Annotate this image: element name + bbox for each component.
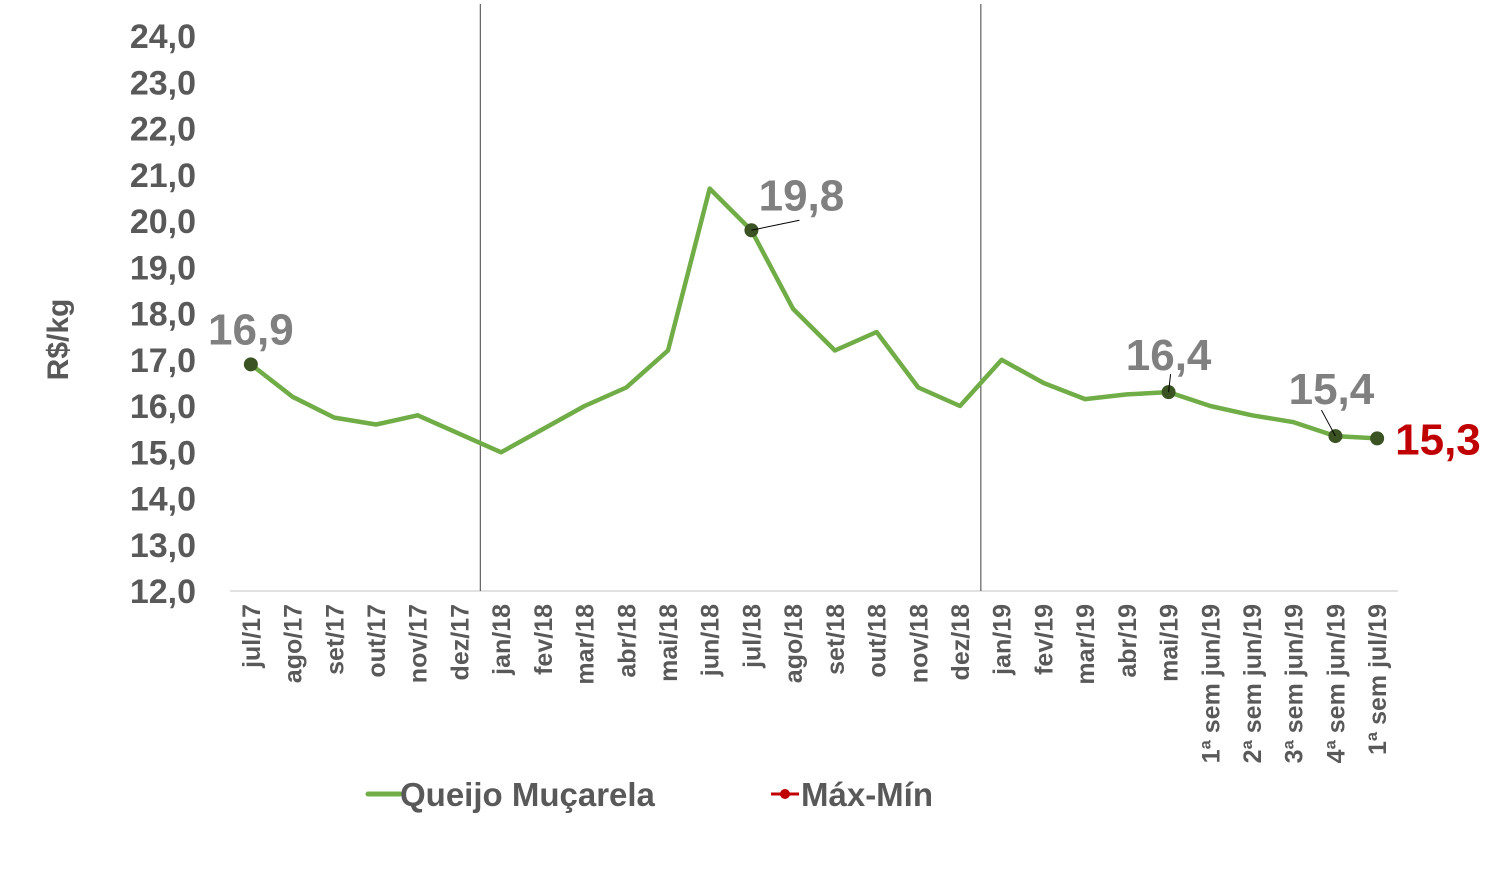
- x-tick-label: set/18: [822, 604, 850, 675]
- y-tick-label: 15,0: [130, 434, 196, 472]
- y-axis: 12,0 13,0 14,0 15,0 16,0 17,0 18,0 19,0 20,0 21,0…: [42, 18, 196, 611]
- x-tick-label: abr/18: [613, 604, 641, 678]
- x-tick-label: mar/19: [1072, 604, 1100, 685]
- x-tick-label: 4ª sem jun/19: [1322, 604, 1350, 763]
- y-tick-label: 17,0: [130, 342, 196, 380]
- data-label: 15,3: [1395, 415, 1481, 464]
- data-label-leader-line: [1168, 374, 1172, 393]
- x-tick-label: ago/17: [280, 604, 308, 683]
- y-tick-label: 18,0: [130, 296, 196, 334]
- series-line-queijo-mucarela: [248, 186, 1380, 455]
- x-tick-label: dez/17: [446, 604, 474, 680]
- y-axis-title: R$/kg: [42, 299, 75, 381]
- data-labels: 16,9 19,8 16,4 15,4 15,3: [208, 171, 1481, 464]
- highlight-point-marker: [1370, 431, 1385, 446]
- x-tick-label: mai/18: [655, 604, 683, 682]
- x-tick-label: 3ª sem jun/19: [1281, 604, 1309, 763]
- y-tick-label: 20,0: [130, 203, 196, 241]
- data-label-leader-line: [1320, 409, 1336, 437]
- x-tick-label: fev/18: [530, 604, 558, 675]
- x-tick-label: jul/18: [738, 604, 766, 669]
- data-label: 19,8: [759, 171, 845, 220]
- x-tick-label: nov/18: [905, 604, 933, 683]
- x-tick-label: jan/18: [488, 604, 516, 676]
- legend-label-queijo-mucarela: Queijo Muçarela: [400, 776, 656, 813]
- series-layer: [243, 186, 1385, 455]
- y-tick-label: 16,0: [130, 388, 196, 426]
- x-tick-label: mai/19: [1156, 604, 1184, 682]
- x-tick-label: set/17: [321, 604, 349, 675]
- x-tick-label: 2ª sem jun/19: [1239, 604, 1267, 763]
- x-tick-label: jun/18: [697, 604, 725, 677]
- y-tick-label: 21,0: [130, 157, 196, 195]
- x-tick-label: mar/18: [572, 604, 600, 685]
- legend: Queijo Muçarela Máx-Mín: [365, 776, 933, 813]
- y-tick-label: 12,0: [130, 573, 196, 611]
- x-tick-label: dez/18: [947, 604, 975, 681]
- x-tick-label: fev/19: [1030, 604, 1058, 675]
- y-tick-label: 23,0: [130, 64, 196, 102]
- x-tick-label: jul/17: [238, 604, 266, 669]
- x-tick-label: abr/19: [1114, 604, 1142, 678]
- data-label: 16,9: [208, 305, 294, 354]
- x-tick-label: jan/19: [989, 604, 1017, 676]
- x-tick-label: 1ª sem jun/19: [1197, 604, 1225, 763]
- x-tick-label: ago/18: [780, 604, 808, 683]
- legend-label-max-min: Máx-Mín: [801, 776, 933, 813]
- y-tick-label: 13,0: [130, 527, 196, 565]
- x-tick-label: 1ª sem jul/19: [1364, 604, 1392, 755]
- data-label-leader-line: [751, 219, 800, 231]
- legend-marker-max-min: [780, 789, 790, 799]
- y-tick-label: 19,0: [130, 249, 196, 287]
- y-tick-label: 24,0: [130, 18, 196, 56]
- x-axis: jul/17 ago/17 set/17 out/17 nov/17 dez/17 jan/…: [230, 4, 1398, 763]
- data-label: 15,4: [1289, 365, 1375, 414]
- data-label: 16,4: [1126, 331, 1212, 380]
- highlight-point-marker: [243, 357, 258, 372]
- x-tick-label: out/17: [363, 604, 391, 678]
- x-tick-label: nov/17: [405, 604, 433, 683]
- x-tick-label: out/18: [864, 604, 892, 678]
- y-tick-label: 14,0: [130, 481, 196, 519]
- y-tick-label: 22,0: [130, 111, 196, 149]
